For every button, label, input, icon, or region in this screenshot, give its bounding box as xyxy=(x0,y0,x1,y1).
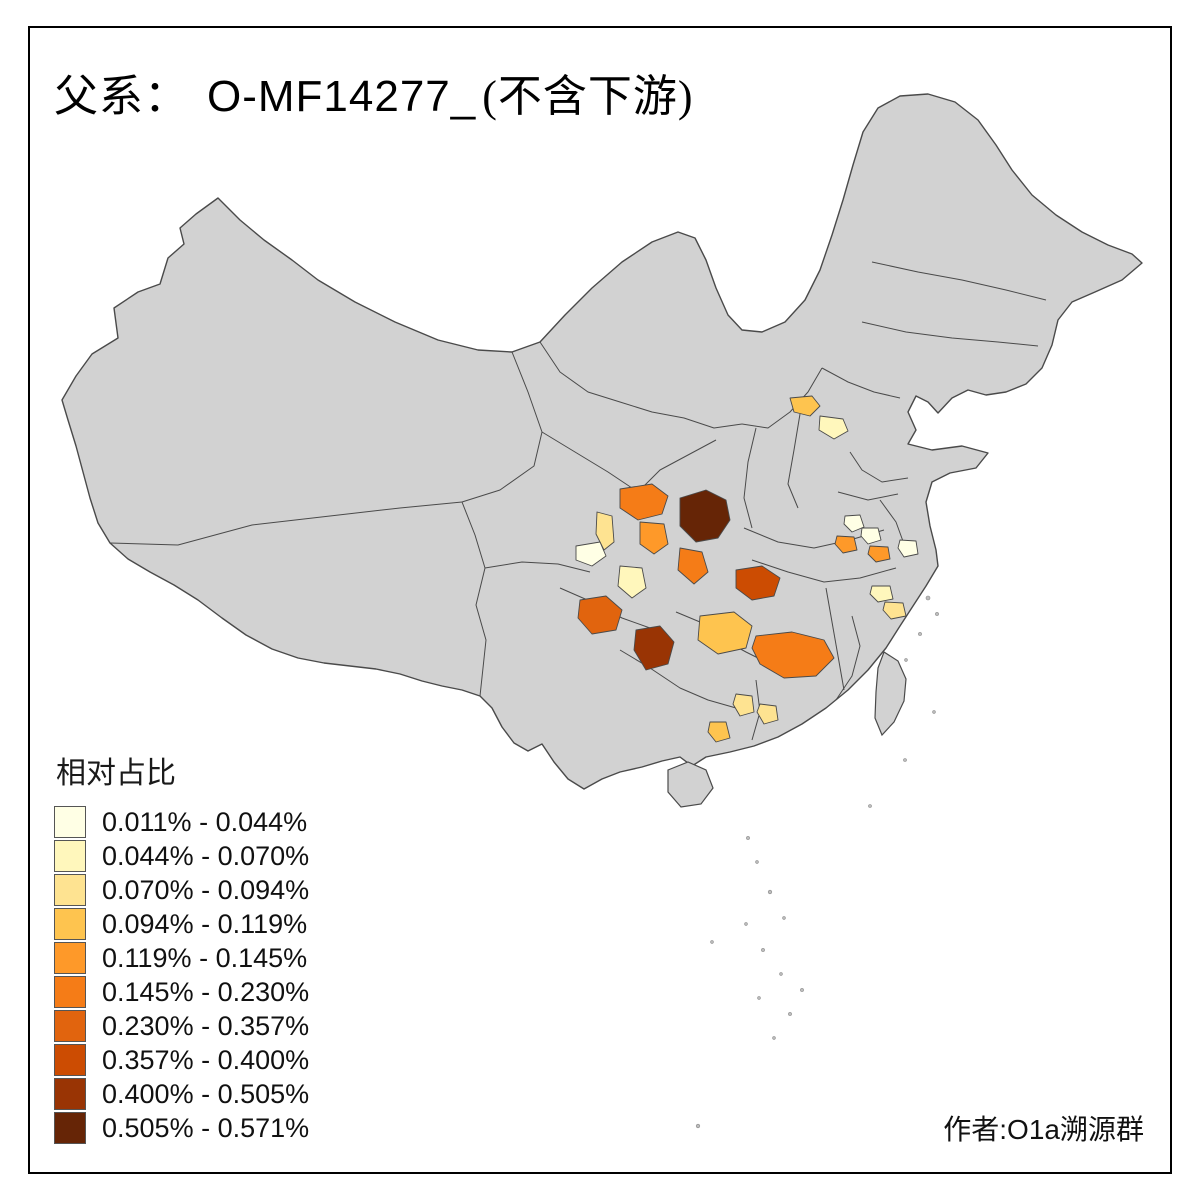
legend-rows: 0.011% - 0.044% 0.044% - 0.070% 0.070% - 0… xyxy=(54,806,309,1144)
legend-row: 0.230% - 0.357% xyxy=(54,1010,309,1042)
legend-label: 0.357% - 0.400% xyxy=(102,1044,310,1075)
legend-swatch xyxy=(54,908,86,940)
map-region xyxy=(617,565,647,599)
legend: 相对占比 0.011% - 0.044% 0.044% - 0.070% 0.070… xyxy=(54,748,309,1146)
legend-row: 0.011% - 0.044% xyxy=(54,806,309,838)
map-title: 父系： O-MF14277_ (不含下游) xyxy=(54,60,694,124)
map-region xyxy=(575,541,607,567)
small-islands xyxy=(695,595,939,1129)
legend-title: 相对占比 xyxy=(56,757,176,790)
map-region xyxy=(707,721,731,743)
legend-swatch xyxy=(54,1112,86,1144)
map-region xyxy=(869,585,894,603)
legend-label: 0.070% - 0.094% xyxy=(102,874,310,905)
legend-swatch xyxy=(54,1078,86,1110)
legend-label: 0.044% - 0.070% xyxy=(102,840,310,871)
map-region xyxy=(732,693,755,717)
map-region xyxy=(633,625,675,671)
title-prefix: 父系： xyxy=(54,72,189,121)
legend-label: 0.094% - 0.119% xyxy=(102,908,308,939)
credit-text: 作者:O1a溯源群 xyxy=(943,1114,1144,1145)
map-region xyxy=(897,539,919,558)
legend-label: 0.505% - 0.571% xyxy=(102,1112,310,1143)
legend-row: 0.070% - 0.094% xyxy=(54,874,309,906)
legend-label: 0.400% - 0.505% xyxy=(102,1078,310,1109)
map-region xyxy=(882,601,907,620)
colored-regions xyxy=(575,395,919,743)
legend-label: 0.145% - 0.230% xyxy=(102,976,310,1007)
legend-swatch xyxy=(54,976,86,1008)
legend-swatch xyxy=(54,806,86,838)
map-region xyxy=(735,565,781,601)
map-region xyxy=(860,527,882,545)
map-region xyxy=(677,547,709,585)
map-region xyxy=(756,703,779,725)
legend-label: 0.230% - 0.357% xyxy=(102,1010,310,1041)
map-region xyxy=(751,631,835,679)
title-suffix: (不含下游) xyxy=(482,72,694,121)
map-region xyxy=(619,483,669,521)
legend-label: 0.011% - 0.044% xyxy=(102,806,308,837)
map-region xyxy=(834,535,858,554)
legend-label: 0.119% - 0.145% xyxy=(102,942,308,973)
legend-swatch xyxy=(54,942,86,974)
map-region xyxy=(577,595,623,635)
map-region xyxy=(843,514,865,533)
map-region xyxy=(697,611,753,655)
legend-row: 0.119% - 0.145% xyxy=(54,942,309,974)
legend-row: 0.145% - 0.230% xyxy=(54,976,309,1008)
legend-row: 0.044% - 0.070% xyxy=(54,840,309,872)
map-region xyxy=(818,415,849,440)
china-outline xyxy=(61,93,1143,790)
legend-row: 0.357% - 0.400% xyxy=(54,1044,309,1076)
map-region xyxy=(679,489,731,543)
map-region xyxy=(867,545,891,563)
hainan-island xyxy=(667,761,714,808)
legend-row: 0.400% - 0.505% xyxy=(54,1078,309,1110)
legend-swatch xyxy=(54,1010,86,1042)
legend-row: 0.094% - 0.119% xyxy=(54,908,309,940)
map-region xyxy=(595,511,615,551)
map-region xyxy=(789,395,821,417)
legend-swatch xyxy=(54,874,86,906)
legend-row: 0.505% - 0.571% xyxy=(54,1112,309,1144)
legend-swatch xyxy=(54,1044,86,1076)
title-haplogroup-id: O-MF14277_ xyxy=(207,72,477,121)
taiwan-island xyxy=(874,651,907,737)
map-region xyxy=(639,521,669,555)
legend-swatch xyxy=(54,840,86,872)
